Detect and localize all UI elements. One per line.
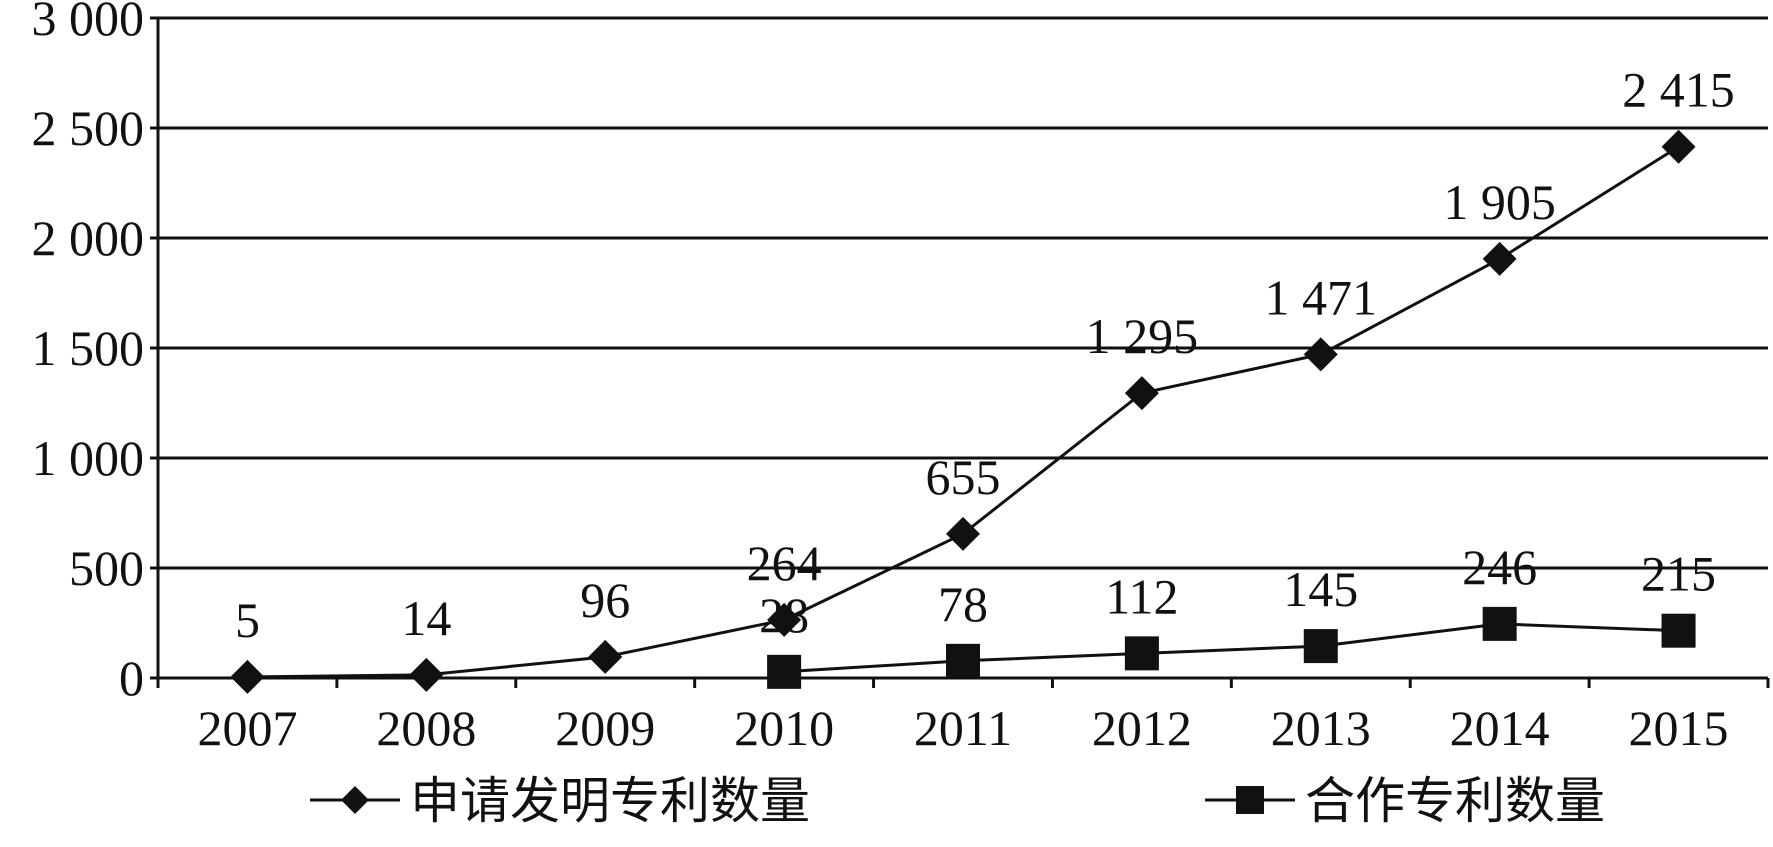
legend-label: 申请发明专利数量 (410, 773, 810, 829)
data-label: 1 905 (1443, 174, 1556, 230)
x-tick-label: 2013 (1271, 700, 1371, 756)
diamond-marker (1124, 376, 1159, 411)
y-tick-label: 500 (69, 540, 144, 596)
x-tick-label: 2012 (1092, 700, 1192, 756)
data-label: 96 (580, 572, 630, 628)
legend-label: 合作专利数量 (1305, 773, 1605, 829)
x-tick-label: 2014 (1450, 700, 1550, 756)
square-marker (767, 654, 802, 689)
legend-item-2: 合作专利数量 (1205, 773, 1605, 829)
y-tick-label: 2 000 (32, 210, 145, 266)
square-marker (946, 643, 980, 678)
x-tick-label: 2008 (376, 700, 476, 756)
legend-diamond-icon (341, 786, 369, 814)
x-tick-label: 2009 (555, 700, 655, 756)
diamond-marker (409, 657, 444, 692)
data-label: 246 (1462, 539, 1537, 595)
data-label: 655 (926, 449, 1001, 505)
diamond-marker (1303, 337, 1338, 372)
y-tick-label: 3 000 (32, 0, 145, 46)
x-tick-label: 2007 (197, 700, 297, 756)
square-marker (1661, 613, 1696, 648)
data-label: 264 (747, 535, 822, 591)
square-marker (1124, 636, 1159, 671)
data-label: 112 (1105, 568, 1178, 624)
series-line-2 (784, 622, 1679, 674)
y-tick-label: 1 500 (32, 320, 145, 376)
y-tick-label: 1 000 (32, 430, 145, 486)
series-markers (230, 129, 1696, 694)
data-label: 14 (401, 590, 451, 646)
data-label: 1 295 (1086, 308, 1199, 364)
data-label: 145 (1283, 561, 1358, 617)
data-labels: 5 14 96 264 655 1 295 1 471 1 905 2 415 28 78 112 14… (235, 62, 1735, 648)
diamond-marker (230, 659, 265, 694)
diamond-marker (588, 639, 623, 674)
legend-item-1: 申请发明专利数量 (310, 773, 810, 829)
data-label: 1 471 (1265, 269, 1378, 325)
square-marker (1482, 606, 1517, 641)
gridlines (158, 16, 1768, 570)
data-label: 5 (235, 592, 260, 648)
y-tick-label: 0 (119, 650, 144, 706)
data-label: 28 (759, 587, 809, 643)
x-tick-label: 2010 (734, 700, 834, 756)
legend-square-icon (1236, 786, 1264, 814)
x-tick-label: 2011 (914, 700, 1012, 756)
x-axis-tick-labels: 2007 2008 2009 2010 2011 2012 2013 2014 2015 (197, 700, 1728, 756)
legend: 申请发明专利数量 合作专利数量 (310, 773, 1605, 829)
diamond-marker (946, 516, 980, 551)
data-label: 215 (1641, 546, 1716, 602)
diamond-marker (1661, 129, 1696, 164)
data-label: 2 415 (1622, 62, 1735, 118)
diamond-marker (767, 602, 802, 637)
y-tick-label: 2 500 (32, 100, 145, 156)
diamond-marker (1482, 241, 1517, 276)
square-marker (1303, 629, 1338, 664)
x-tick-label: 2015 (1629, 700, 1729, 756)
data-label: 78 (938, 576, 988, 632)
y-axis-tick-labels: 0 500 1 000 1 500 2 000 2 500 3 000 (32, 0, 145, 706)
